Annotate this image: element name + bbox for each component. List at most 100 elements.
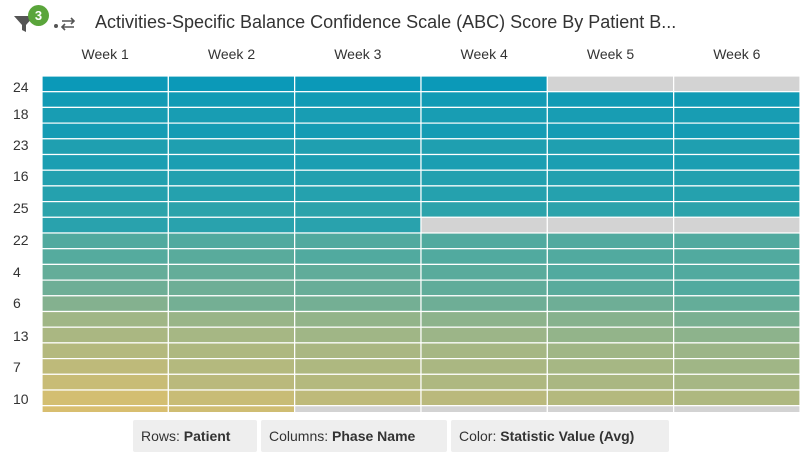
- heatmap-cell[interactable]: [167, 358, 296, 375]
- heatmap-cell[interactable]: [420, 169, 548, 187]
- heatmap-cell[interactable]: [167, 295, 296, 313]
- heatmap-cell[interactable]: [41, 342, 169, 360]
- heatmap-cell[interactable]: [546, 263, 675, 281]
- heatmap-cell[interactable]: [294, 326, 422, 344]
- heatmap-cell[interactable]: [673, 279, 801, 297]
- heatmap-cell[interactable]: [420, 153, 548, 171]
- heatmap-cell[interactable]: [294, 106, 422, 124]
- heatmap-cell[interactable]: [546, 138, 675, 156]
- heatmap-cell[interactable]: [546, 248, 675, 265]
- heatmap-cell[interactable]: [673, 201, 801, 218]
- heatmap-cell[interactable]: [294, 201, 422, 218]
- heatmap-cell[interactable]: [546, 279, 675, 297]
- heatmap-cell[interactable]: [294, 122, 422, 140]
- heatmap-cell[interactable]: [420, 91, 548, 109]
- heatmap-cell[interactable]: [41, 405, 169, 412]
- heatmap-cell[interactable]: [294, 138, 422, 156]
- heatmap-cell[interactable]: [167, 373, 296, 391]
- heatmap-cell[interactable]: [673, 185, 801, 203]
- filter-count-badge[interactable]: 3: [28, 5, 49, 26]
- heatmap-cell[interactable]: [420, 106, 548, 124]
- heatmap-cell[interactable]: [546, 216, 675, 234]
- heatmap-cell[interactable]: [546, 232, 675, 250]
- heatmap-cell[interactable]: [41, 279, 169, 297]
- heatmap-cell[interactable]: [420, 122, 548, 140]
- heatmap-cell[interactable]: [294, 405, 422, 412]
- heatmap-cell[interactable]: [294, 263, 422, 281]
- heatmap-cell[interactable]: [41, 232, 169, 250]
- heatmap-cell[interactable]: [673, 389, 801, 407]
- heatmap-cell[interactable]: [673, 138, 801, 156]
- heatmap-cell[interactable]: [420, 295, 548, 313]
- heatmap-cell[interactable]: [167, 405, 296, 412]
- heatmap-cell[interactable]: [167, 75, 296, 93]
- heatmap-cell[interactable]: [167, 216, 296, 234]
- heatmap-cell[interactable]: [673, 106, 801, 124]
- heatmap-cell[interactable]: [167, 122, 296, 140]
- heatmap-cell[interactable]: [673, 248, 801, 265]
- heatmap-cell[interactable]: [673, 216, 801, 234]
- heatmap-cell[interactable]: [420, 342, 548, 360]
- heatmap-cell[interactable]: [546, 201, 675, 218]
- heatmap-cell[interactable]: [673, 342, 801, 360]
- heatmap-cell[interactable]: [420, 75, 548, 93]
- heatmap-cell[interactable]: [167, 342, 296, 360]
- heatmap-cell[interactable]: [546, 373, 675, 391]
- heatmap-cell[interactable]: [41, 216, 169, 234]
- heatmap-cell[interactable]: [167, 201, 296, 218]
- heatmap-cell[interactable]: [41, 138, 169, 156]
- heatmap-cell[interactable]: [294, 279, 422, 297]
- heatmap-cell[interactable]: [41, 153, 169, 171]
- heatmap-cell[interactable]: [294, 153, 422, 171]
- heatmap-cell[interactable]: [294, 216, 422, 234]
- heatmap-cell[interactable]: [41, 389, 169, 407]
- heatmap-cell[interactable]: [167, 91, 296, 109]
- heatmap-cell[interactable]: [420, 358, 548, 375]
- heatmap-cell[interactable]: [41, 106, 169, 124]
- heatmap-cell[interactable]: [294, 358, 422, 375]
- heatmap-cell[interactable]: [420, 138, 548, 156]
- heatmap-cell[interactable]: [673, 405, 801, 412]
- heatmap-cell[interactable]: [546, 185, 675, 203]
- heatmap-cell[interactable]: [167, 263, 296, 281]
- heatmap-cell[interactable]: [167, 279, 296, 297]
- heatmap-cell[interactable]: [294, 248, 422, 265]
- heatmap-cell[interactable]: [167, 153, 296, 171]
- heatmap-cell[interactable]: [673, 358, 801, 375]
- heatmap-cell[interactable]: [673, 122, 801, 140]
- heatmap-cell[interactable]: [294, 373, 422, 391]
- columns-pill[interactable]: Columns: Phase Name: [261, 420, 447, 452]
- heatmap-cell[interactable]: [546, 405, 675, 412]
- heatmap-cell[interactable]: [420, 201, 548, 218]
- color-pill[interactable]: Color: Statistic Value (Avg): [451, 420, 669, 452]
- heatmap-cell[interactable]: [41, 310, 169, 328]
- heatmap-cell[interactable]: [673, 91, 801, 109]
- heatmap-cell[interactable]: [41, 248, 169, 265]
- heatmap-cell[interactable]: [41, 169, 169, 187]
- heatmap-cell[interactable]: [294, 232, 422, 250]
- heatmap-cell[interactable]: [41, 326, 169, 344]
- heatmap-cell[interactable]: [546, 122, 675, 140]
- heatmap-cell[interactable]: [420, 310, 548, 328]
- heatmap-cell[interactable]: [294, 75, 422, 93]
- heatmap-cell[interactable]: [420, 279, 548, 297]
- heatmap-cell[interactable]: [167, 389, 296, 407]
- link-arrows-icon[interactable]: [53, 16, 77, 32]
- heatmap-cell[interactable]: [546, 358, 675, 375]
- heatmap-cell[interactable]: [167, 310, 296, 328]
- heatmap-cell[interactable]: [167, 248, 296, 265]
- heatmap-cell[interactable]: [673, 373, 801, 391]
- heatmap-cell[interactable]: [546, 389, 675, 407]
- heatmap-cell[interactable]: [294, 342, 422, 360]
- heatmap-cell[interactable]: [294, 389, 422, 407]
- heatmap-cell[interactable]: [673, 263, 801, 281]
- heatmap-cell[interactable]: [420, 232, 548, 250]
- heatmap-cell[interactable]: [294, 310, 422, 328]
- heatmap-cell[interactable]: [41, 295, 169, 313]
- heatmap-cell[interactable]: [167, 169, 296, 187]
- heatmap-cell[interactable]: [673, 326, 801, 344]
- heatmap-cell[interactable]: [41, 373, 169, 391]
- heatmap-cell[interactable]: [546, 75, 675, 93]
- heatmap-cell[interactable]: [41, 75, 169, 93]
- heatmap-cell[interactable]: [546, 153, 675, 171]
